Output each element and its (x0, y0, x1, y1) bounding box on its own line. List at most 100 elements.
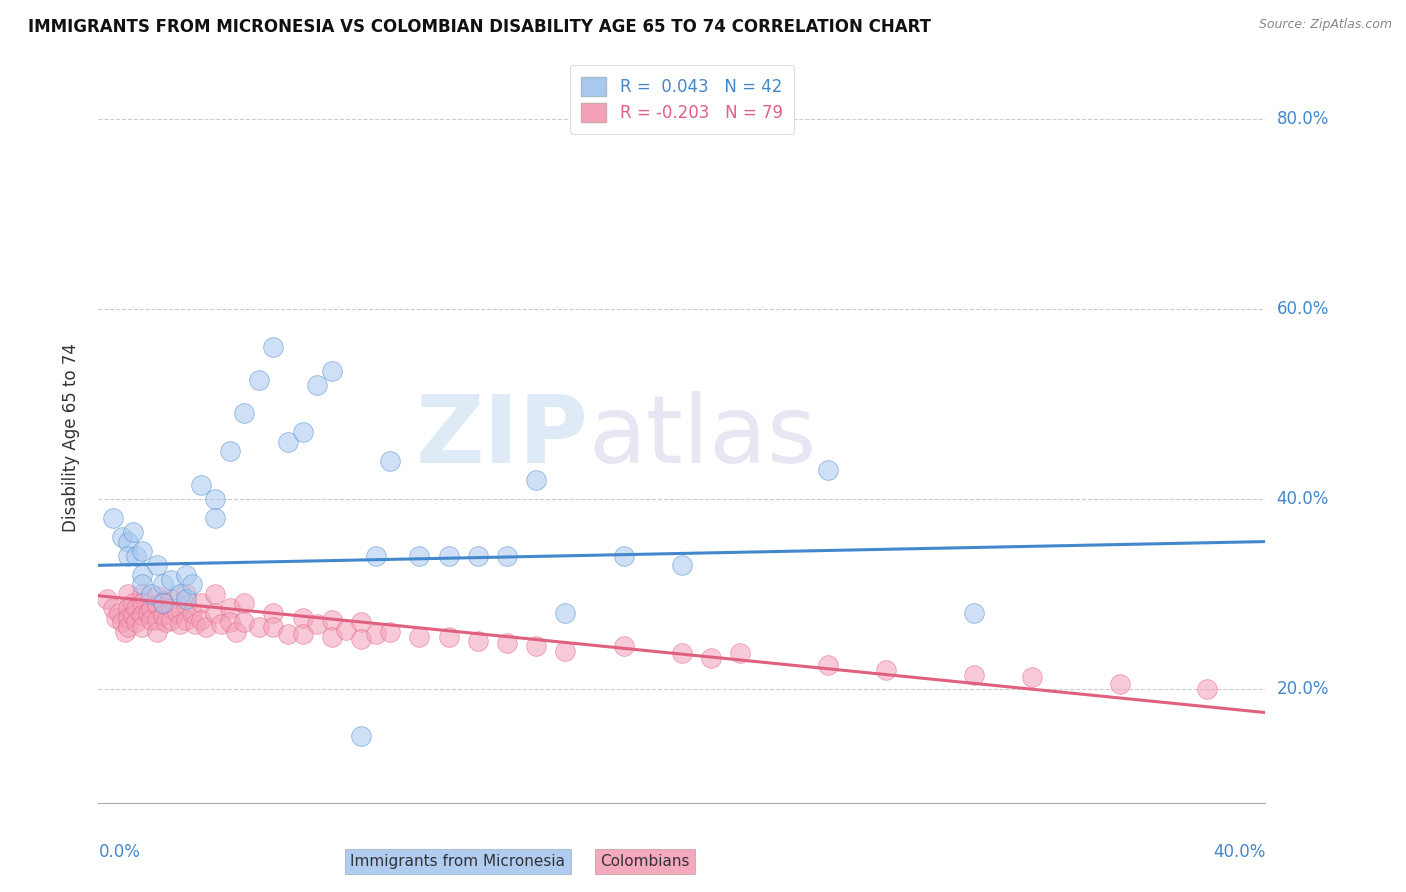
Point (155, 615, 177, 630)
Point (146, 624, 169, 639)
Point (174, 587, 197, 601)
Point (524, 639, 547, 653)
Point (1021, 670, 1043, 684)
Point (160, 573, 183, 587)
Point (190, 477, 212, 491)
Point (671, 646, 693, 660)
Text: Source: ZipAtlas.com: Source: ZipAtlas.com (1258, 18, 1392, 31)
Point (125, 549, 148, 563)
Text: Immigrants from Micronesia: Immigrants from Micronesia (350, 854, 565, 869)
Point (496, 549, 519, 563)
Point (962, 606, 984, 620)
Point (131, 587, 153, 601)
Point (174, 614, 197, 628)
Text: 0.0%: 0.0% (98, 843, 141, 861)
Point (117, 610, 139, 624)
Point (350, 615, 373, 630)
Point (117, 620, 139, 634)
Point (122, 524, 145, 539)
Point (467, 549, 489, 563)
Point (160, 591, 183, 606)
Point (160, 601, 183, 615)
Point (190, 614, 212, 628)
Point (122, 607, 145, 622)
Point (321, 630, 343, 644)
Point (262, 606, 284, 620)
Point (152, 607, 174, 622)
Text: 60.0%: 60.0% (1277, 300, 1329, 318)
Point (233, 406, 256, 420)
Point (152, 577, 174, 591)
Point (131, 544, 153, 558)
Point (291, 626, 314, 640)
Point (350, 729, 373, 743)
Point (350, 632, 373, 647)
Point (152, 596, 174, 610)
Point (321, 614, 343, 628)
Point (111, 530, 134, 544)
Point (117, 534, 139, 549)
Point (195, 620, 218, 634)
Point (180, 606, 202, 620)
Point (204, 587, 226, 601)
Point (496, 636, 519, 650)
Point (139, 614, 162, 628)
Point (817, 658, 839, 673)
Point (204, 511, 226, 525)
Point (131, 596, 153, 610)
Point (962, 667, 984, 681)
Point (108, 606, 131, 620)
Point (408, 630, 430, 644)
Point (190, 596, 212, 610)
Point (174, 598, 197, 612)
Point (437, 630, 460, 644)
Point (730, 646, 752, 660)
Point (291, 425, 314, 440)
Point (152, 594, 174, 608)
Point (437, 549, 460, 563)
Point (247, 620, 270, 634)
Point (277, 434, 299, 449)
Point (380, 624, 402, 639)
Point (136, 606, 159, 620)
Point (1108, 677, 1130, 691)
Point (122, 596, 145, 610)
Point (218, 615, 240, 630)
Y-axis label: Disability Age 65 to 74: Disability Age 65 to 74 (62, 343, 80, 532)
Point (1195, 681, 1218, 696)
Point (104, 610, 127, 624)
Legend: R =  0.043   N = 42, R = -0.203   N = 79: R = 0.043 N = 42, R = -0.203 N = 79 (569, 65, 794, 134)
Point (612, 639, 634, 653)
Point (817, 463, 839, 477)
Point (700, 651, 723, 665)
Point (467, 634, 489, 648)
Text: atlas: atlas (589, 391, 817, 483)
Point (131, 620, 153, 634)
Point (139, 601, 162, 615)
Point (291, 610, 314, 624)
Point (131, 607, 153, 622)
Point (233, 596, 256, 610)
Text: ZIP: ZIP (416, 391, 589, 483)
Point (524, 473, 547, 487)
Text: 80.0%: 80.0% (1277, 110, 1329, 128)
Point (204, 606, 226, 620)
Point (307, 377, 329, 392)
Point (262, 340, 284, 354)
Point (114, 624, 136, 639)
Point (174, 567, 197, 582)
Point (146, 589, 169, 603)
Point (111, 615, 134, 630)
Text: 40.0%: 40.0% (1213, 843, 1265, 861)
Point (364, 626, 387, 640)
Point (204, 491, 226, 506)
Point (169, 617, 191, 632)
Text: 20.0%: 20.0% (1277, 680, 1329, 698)
Point (146, 598, 169, 612)
Point (146, 614, 169, 628)
Point (169, 587, 191, 601)
Point (875, 663, 897, 677)
Text: IMMIGRANTS FROM MICRONESIA VS COLOMBIAN DISABILITY AGE 65 TO 74 CORRELATION CHAR: IMMIGRANTS FROM MICRONESIA VS COLOMBIAN … (28, 18, 931, 36)
Point (233, 615, 256, 630)
Point (277, 626, 299, 640)
